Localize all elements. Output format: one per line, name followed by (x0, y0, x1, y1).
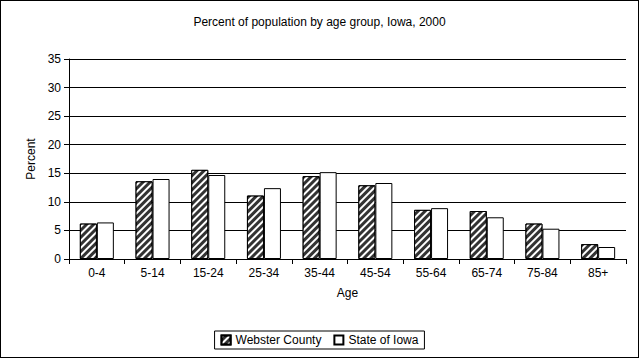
svg-text:Percent of population by age g: Percent of population by age group, Iowa… (193, 15, 446, 29)
svg-text:25-34: 25-34 (249, 266, 280, 280)
svg-text:55-64: 55-64 (416, 266, 447, 280)
svg-text:5-14: 5-14 (141, 266, 165, 280)
svg-text:Percent: Percent (24, 138, 38, 180)
svg-text:85+: 85+ (588, 266, 608, 280)
svg-text:30: 30 (48, 81, 62, 95)
svg-text:75-84: 75-84 (527, 266, 558, 280)
svg-text:5: 5 (54, 223, 61, 237)
svg-text:15: 15 (48, 166, 62, 180)
svg-text:65-74: 65-74 (471, 266, 502, 280)
svg-text:0: 0 (54, 252, 61, 266)
svg-text:Webster County: Webster County (236, 333, 322, 347)
svg-text:35-44: 35-44 (304, 266, 335, 280)
svg-text:State of Iowa: State of Iowa (348, 333, 418, 347)
svg-text:20: 20 (48, 138, 62, 152)
svg-text:35: 35 (48, 52, 62, 66)
svg-text:10: 10 (48, 195, 62, 209)
svg-text:Age: Age (337, 286, 359, 300)
svg-text:45-54: 45-54 (360, 266, 391, 280)
svg-text:0-4: 0-4 (88, 266, 106, 280)
svg-text:15-24: 15-24 (193, 266, 224, 280)
svg-text:25: 25 (48, 109, 62, 123)
